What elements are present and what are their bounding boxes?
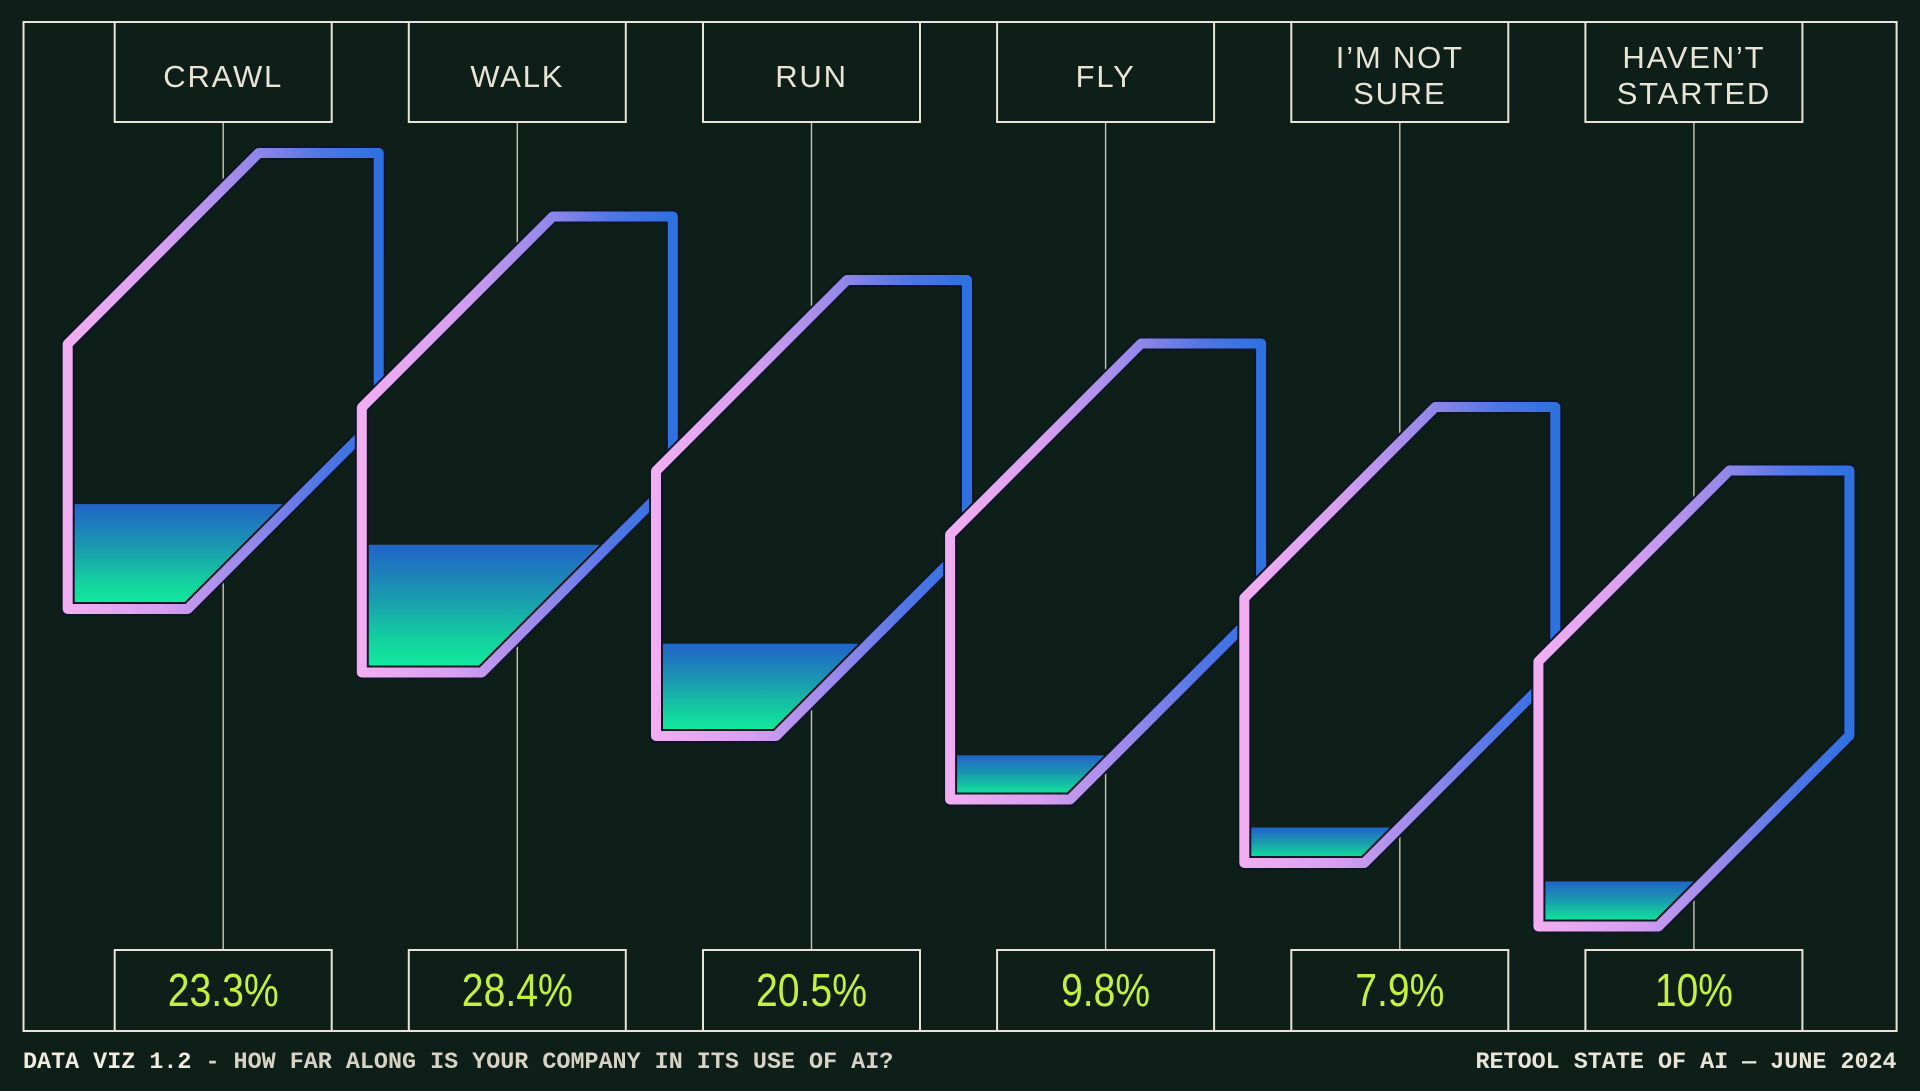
svg-text:RETOOL STATE OF AI — JUNE 2024: RETOOL STATE OF AI — JUNE 2024 [1475,1050,1896,1076]
svg-text:WALK: WALK [470,59,564,94]
svg-text:7.9%: 7.9% [1355,964,1444,1016]
svg-text:SURE: SURE [1353,76,1446,111]
svg-text:HAVEN’T: HAVEN’T [1622,40,1765,75]
svg-text:28.4%: 28.4% [462,964,573,1016]
svg-text:I’M NOT: I’M NOT [1336,40,1464,75]
svg-text:20.5%: 20.5% [756,964,867,1016]
svg-text:FLY: FLY [1076,59,1136,94]
svg-text:RUN: RUN [775,59,848,94]
svg-text:DATA VIZ 1.2 - HOW FAR ALONG I: DATA VIZ 1.2 - HOW FAR ALONG IS YOUR COM… [23,1050,893,1076]
svg-text:10%: 10% [1655,964,1733,1016]
svg-text:9.8%: 9.8% [1061,964,1150,1016]
svg-text:STARTED: STARTED [1617,76,1771,111]
svg-text:CRAWL: CRAWL [163,59,283,94]
svg-text:23.3%: 23.3% [168,964,279,1016]
